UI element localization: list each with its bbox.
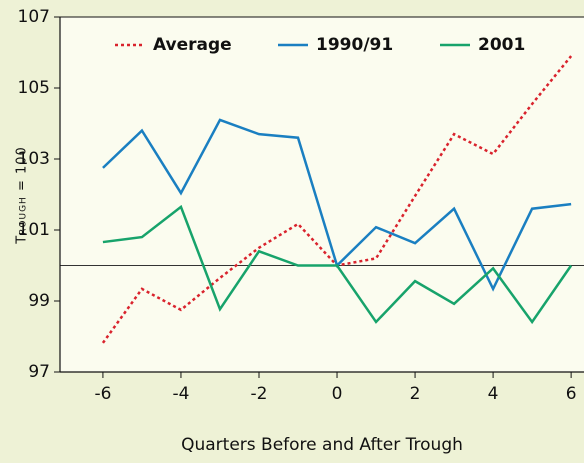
x-tick-label: 2 bbox=[410, 384, 421, 404]
series-line bbox=[102, 204, 573, 325]
x-axis-label: Quarters Before and After Trough bbox=[181, 435, 463, 455]
x-tick-label: -6 bbox=[94, 384, 111, 404]
y-axis-label: Trough = 100 bbox=[15, 146, 30, 245]
legend-label: 2001 bbox=[478, 35, 525, 55]
y-tick-label: 105 bbox=[18, 78, 50, 98]
y-tick-label: 99 bbox=[28, 291, 50, 311]
legend-label: Average bbox=[153, 35, 232, 55]
plot-area bbox=[60, 17, 584, 372]
y-tick-label: 103 bbox=[18, 149, 50, 169]
legend-label: 1990/91 bbox=[316, 35, 393, 55]
y-tick-label: 97 bbox=[28, 362, 50, 382]
x-tick-label: 4 bbox=[488, 384, 499, 404]
x-tick-label: -2 bbox=[251, 384, 268, 404]
x-tick-label: -4 bbox=[172, 384, 189, 404]
y-tick-label: 107 bbox=[18, 7, 50, 27]
y-tick-label: 101 bbox=[18, 220, 50, 240]
x-tick-label: 0 bbox=[332, 384, 343, 404]
x-tick-label: 6 bbox=[566, 384, 577, 404]
